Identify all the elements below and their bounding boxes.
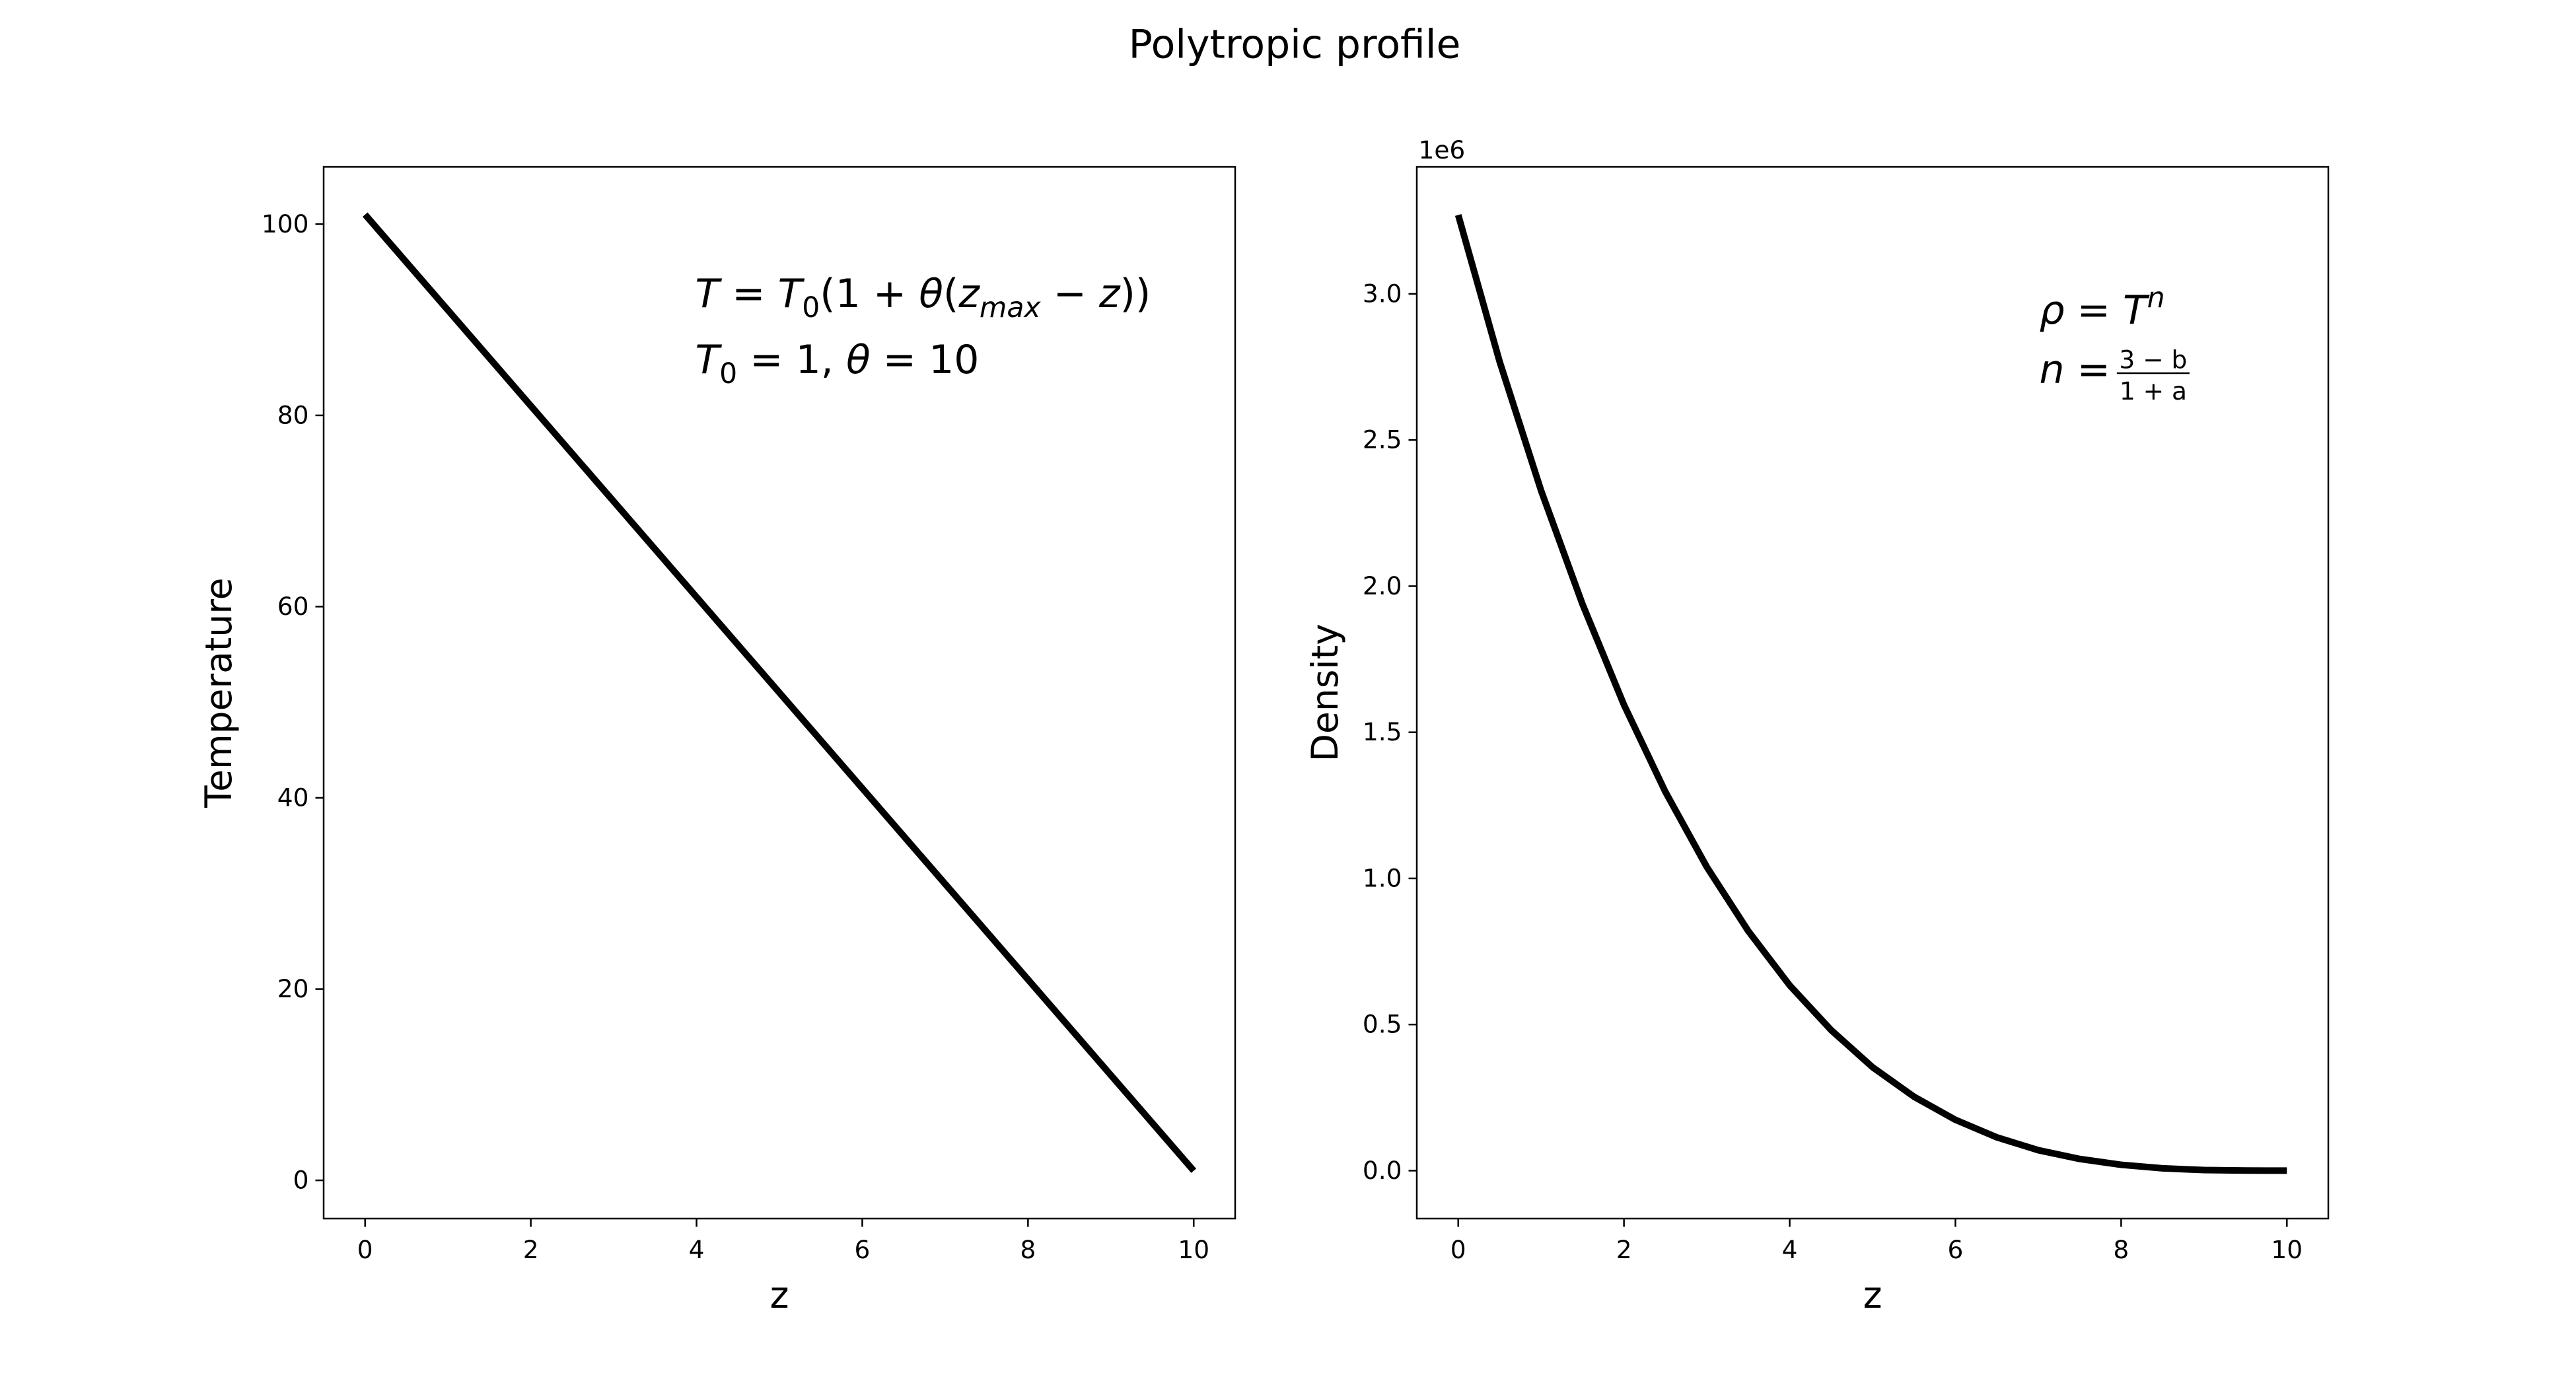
annotation-sub: 0 [802,292,820,324]
y-tick-label: 0.5 [1363,1010,1402,1039]
y-tick-label: 2.5 [1363,425,1402,454]
annotation-symbol: T [696,337,723,383]
annotation-symbol: T [778,271,805,317]
annotation-sub: 0 [719,358,737,390]
y-tick-label: 0.0 [1363,1156,1402,1185]
y-tick-label: 60 [277,592,309,621]
annotation-text: = 1, [737,337,846,383]
y-tick-label: 20 [277,974,309,1003]
x-tick-label: 8 [2113,1235,2129,1264]
y-tick-label: 1.5 [1363,717,1402,746]
x-tick-label: 4 [689,1235,705,1264]
y-tick-label: 0 [293,1166,309,1195]
annotation-text: = [719,271,777,317]
y-tick-label: 100 [262,209,309,238]
annotation-symbol: ρ [2040,287,2065,334]
annotation-sup: n [2147,282,2165,314]
annotation-text: ( [943,271,958,317]
x-tick-label: 4 [1782,1235,1798,1264]
annotation-text: = [2065,347,2110,393]
y-axis-label: Density [1304,623,1346,762]
annotation-symbol: T [696,271,723,317]
annotation-text: = [2065,287,2123,334]
x-tick-label: 6 [1948,1235,1964,1264]
plot-area [1454,214,2287,1174]
y-tick-label: 40 [277,783,309,812]
axes-frame [322,166,1236,1220]
annotation-text: )) [1120,271,1151,317]
x-axis-label: z [1863,1274,1882,1316]
figure-title: Polytropic profile [1129,22,1461,68]
y-tick-label: 80 [277,400,309,429]
annotation: T = T0​(1 + θ(zmax​ − z)) [696,271,1151,324]
annotation: T0​ = 1, θ = 10 [696,337,980,390]
annotation-symbol: θ [846,337,871,383]
y-tick-label: 1.0 [1363,863,1402,892]
x-tick-label: 6 [855,1235,871,1264]
x-tick-label: 10 [2271,1235,2303,1264]
x-tick-label: 0 [357,1235,373,1264]
data-line [1454,214,2287,1174]
annotation: ρ = Tn​ [2040,282,2165,334]
plot-area [362,212,1197,1173]
x-tick-label: 8 [1020,1235,1036,1264]
fraction-den: 1 + a [2120,376,2187,406]
fraction-num: 3 − b [2119,345,2187,374]
annotation-text: = 10 [871,337,980,383]
y-axis-label: Temperature [197,578,240,808]
annotation-text: (1 + [820,271,919,317]
y-offset-label: 1e6 [1419,135,1466,164]
x-tick-label: 2 [523,1235,539,1264]
y-tick-label: 2.0 [1363,571,1402,600]
annotation: n = [2040,347,2110,393]
x-tick-label: 2 [1616,1235,1632,1264]
annotation-symbol: θ [919,271,943,317]
annotation-text: − [1041,271,1099,317]
annotation-symbol: n [2040,347,2065,393]
annotation-symbol: z [1098,271,1121,317]
annotation-symbol: z [958,271,980,317]
axes-frame [1415,166,2330,1220]
x-tick-label: 0 [1450,1235,1466,1264]
x-tick-label: 10 [1178,1235,1209,1264]
data-line [362,212,1197,1173]
y-tick-label: 3.0 [1363,279,1402,308]
annotation-symbol: T [2123,287,2150,334]
x-axis-label: z [770,1274,789,1316]
annotation-sub: max [980,292,1041,324]
